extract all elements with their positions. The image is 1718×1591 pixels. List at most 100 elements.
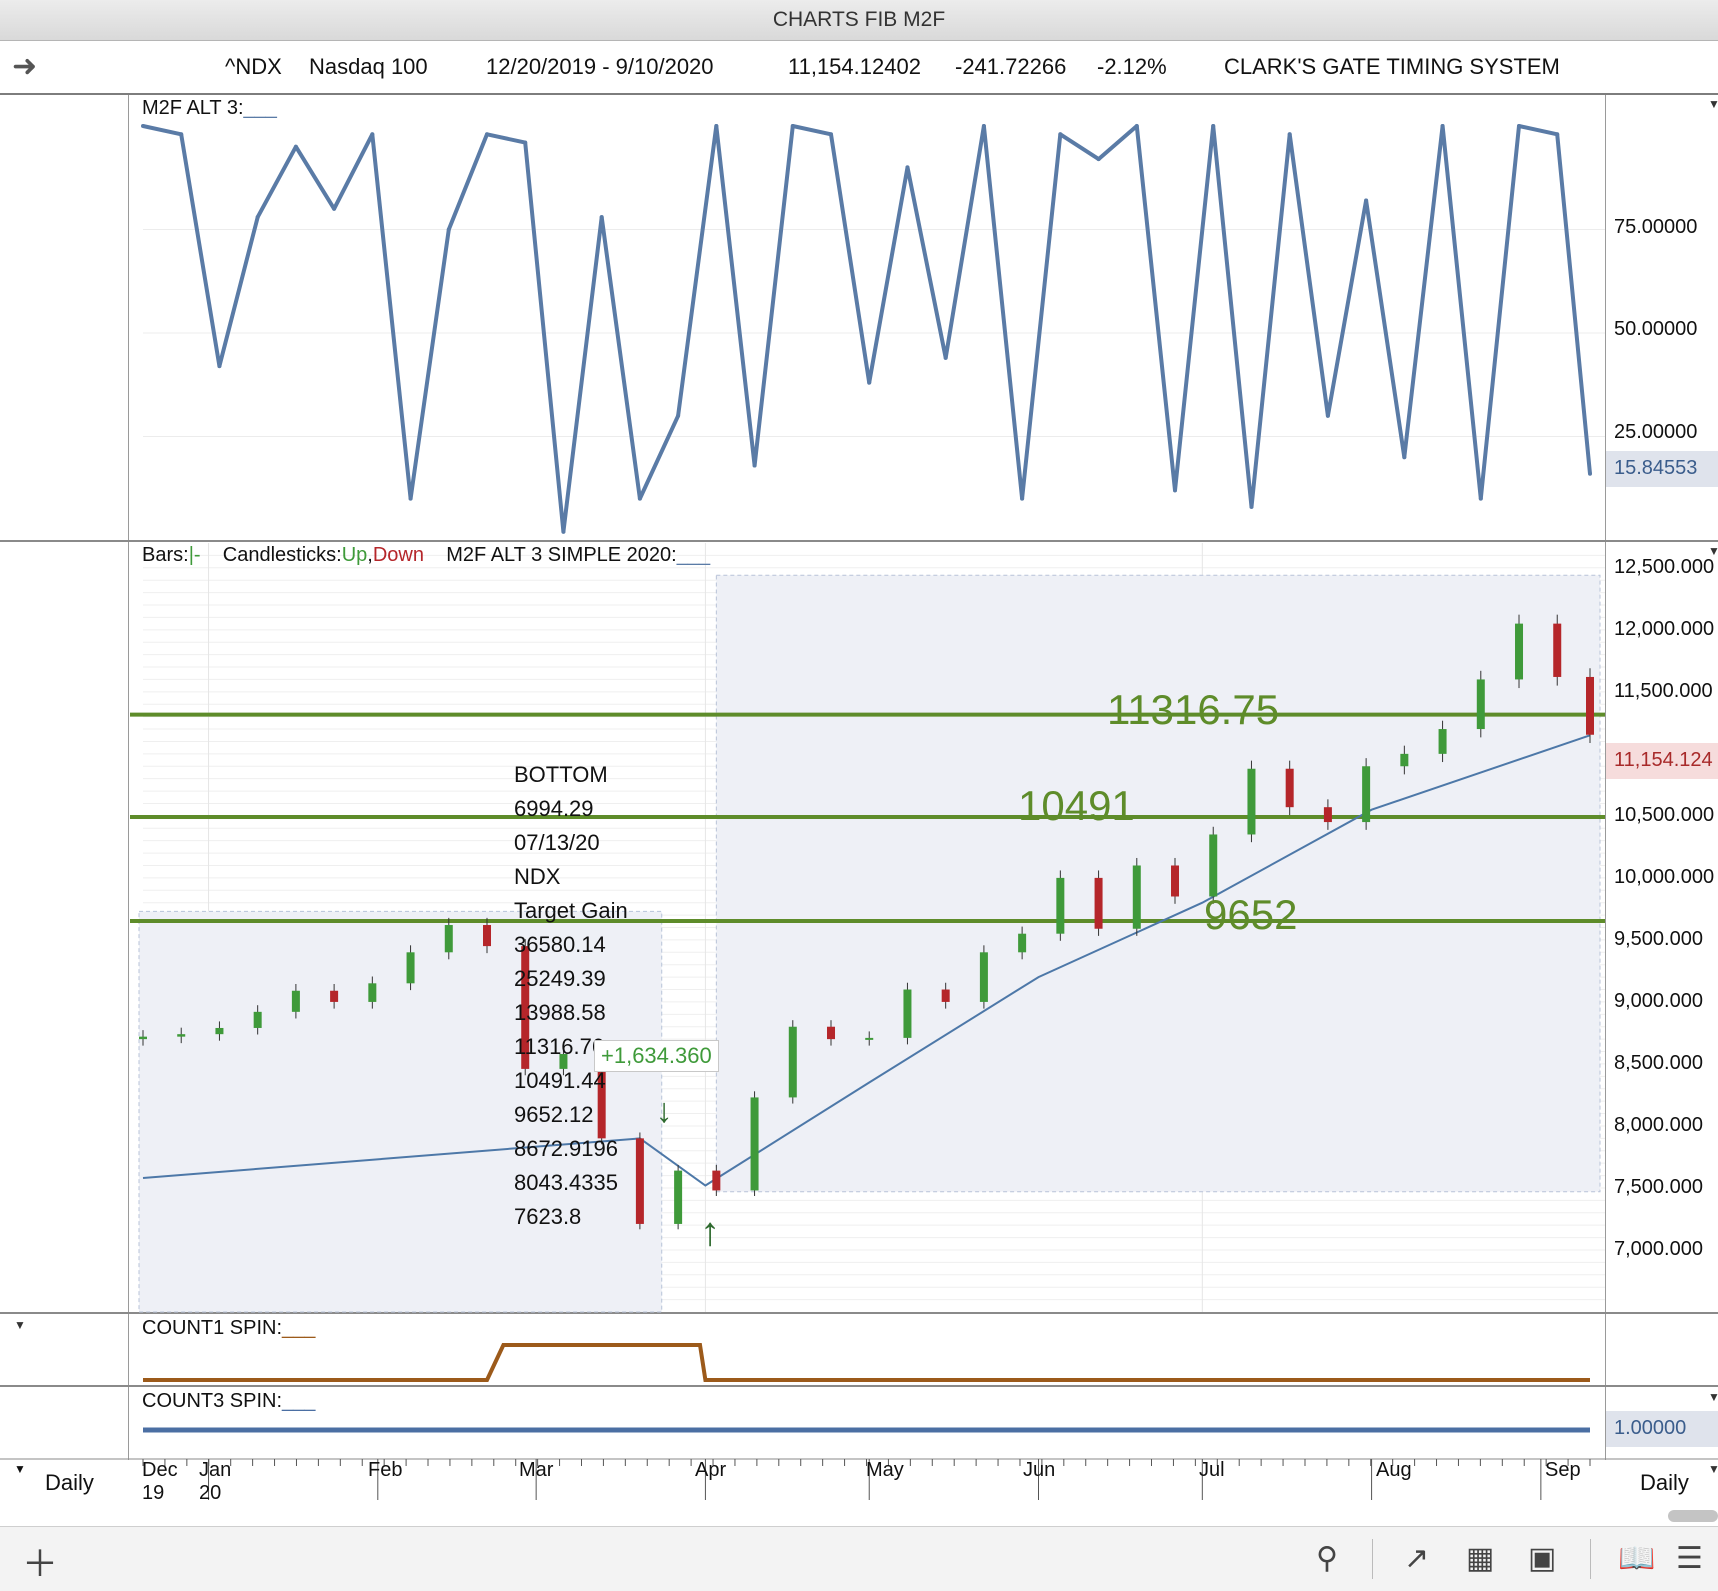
add-icon[interactable]: ＋ xyxy=(22,1543,59,1584)
candle-body xyxy=(712,1170,721,1191)
legend-candles: Candlesticks: xyxy=(222,544,342,566)
price-y-tick: 7,000.000 xyxy=(1614,1237,1703,1260)
toolbar-divider xyxy=(1590,1539,1591,1579)
gain-label: +1,634.360 xyxy=(594,1040,719,1072)
symbol-ticker: ^NDX xyxy=(225,54,282,79)
osc-series-line xyxy=(142,124,1592,534)
osc-point xyxy=(1364,198,1369,203)
x-year-label: 19 xyxy=(142,1482,165,1504)
target-line: 9652.12 xyxy=(514,1102,594,1127)
moving-average xyxy=(142,734,1591,1187)
candle-body xyxy=(865,1037,874,1040)
price-y-tick: 12,500.000 xyxy=(1614,555,1715,578)
candle-body xyxy=(444,925,453,953)
horizontal-scrollbar[interactable] xyxy=(1668,1510,1718,1522)
symbol-name: Nasdaq 100 xyxy=(309,54,428,79)
candle-body xyxy=(903,989,912,1038)
x-month-label: Feb xyxy=(368,1459,403,1481)
list-icon[interactable]: ☰ xyxy=(1676,1542,1703,1575)
candle-body xyxy=(788,1026,797,1098)
osc-menu-icon[interactable]: ▼ xyxy=(1708,97,1718,111)
osc-point xyxy=(676,413,681,418)
osc-point xyxy=(714,124,719,128)
candle-body xyxy=(827,1026,836,1040)
panel-icon[interactable]: ▣ xyxy=(1528,1542,1557,1575)
osc-point xyxy=(561,529,566,534)
last-price: 11,154.12402 xyxy=(788,54,921,79)
candle-body xyxy=(330,990,339,1002)
chart-line-icon[interactable]: ↗ xyxy=(1404,1542,1430,1575)
candle-body xyxy=(635,1138,644,1224)
up-arrow-marker: ↑ xyxy=(700,1210,720,1254)
candle-body xyxy=(253,1011,262,1028)
current-range-shade xyxy=(715,574,1601,1193)
price-panel-legend: Bars:|- Candlesticks:Up,Down M2F ALT 3 S… xyxy=(142,544,711,566)
x-month-label: Jul xyxy=(1199,1459,1225,1481)
target-line: BOTTOM xyxy=(514,762,608,787)
osc-point xyxy=(179,132,184,137)
osc-panel-label: M2F ALT 3:___ xyxy=(142,97,277,119)
price-menu-icon[interactable]: ▼ xyxy=(1708,544,1718,558)
x-month-label: Mar xyxy=(519,1459,554,1481)
x-year-label: 20 xyxy=(199,1482,222,1504)
candle-body xyxy=(674,1170,683,1224)
price-y-tick: 7,500.000 xyxy=(1614,1175,1703,1198)
legend-sep: , xyxy=(367,544,373,566)
chart-canvas[interactable]: ↓ ↑ xyxy=(0,0,1718,1526)
left-gutter xyxy=(0,95,129,1460)
candle-body xyxy=(750,1097,759,1191)
window-title: CHARTS FIB M2F xyxy=(772,8,946,31)
candle-body xyxy=(521,946,530,1069)
osc-point xyxy=(1096,157,1101,162)
grid-icon[interactable]: ▦ xyxy=(1466,1542,1495,1575)
candle-body xyxy=(1209,834,1218,897)
price-y-tick: 8,000.000 xyxy=(1614,1113,1703,1136)
target-line: 07/13/20 xyxy=(514,830,600,855)
price-current-badge: 11,154.124 xyxy=(1606,743,1718,779)
count1-collapse-icon[interactable]: ▼ xyxy=(14,1318,26,1332)
x-month-label: Aug xyxy=(1376,1459,1412,1481)
price-y-tick: 9,000.000 xyxy=(1614,989,1703,1012)
osc-point xyxy=(1478,496,1483,501)
candle-body xyxy=(368,983,377,1002)
book-icon[interactable]: 📖 xyxy=(1618,1542,1656,1575)
legend-up: Up xyxy=(341,544,368,566)
count3-menu-icon[interactable]: ▼ xyxy=(1708,1390,1718,1404)
search-icon[interactable]: ⚲ xyxy=(1316,1542,1338,1575)
count1-label-text: COUNT1 SPIN: xyxy=(142,1317,283,1339)
ma-series-line xyxy=(142,734,1591,1187)
x-month-label: Dec xyxy=(142,1459,178,1481)
osc-point xyxy=(1211,124,1216,128)
osc-ytick-25: 25.00000 xyxy=(1614,421,1698,443)
price-y-tick: 10,000.000 xyxy=(1614,865,1715,888)
candle-body xyxy=(1018,933,1027,953)
period-right[interactable]: Daily xyxy=(1640,1470,1689,1495)
price-change: -241.72266 xyxy=(955,54,1067,79)
candle-body xyxy=(1094,877,1103,929)
candle-body xyxy=(559,1054,568,1069)
candle-body xyxy=(1285,768,1294,808)
osc-point xyxy=(599,215,604,220)
candle-body xyxy=(1515,623,1524,680)
osc-point xyxy=(1058,132,1063,137)
osc-point xyxy=(1402,455,1407,460)
target-line: 7623.8 xyxy=(514,1204,582,1229)
candle-body xyxy=(597,1054,606,1139)
osc-point xyxy=(485,132,490,137)
osc-point xyxy=(1440,124,1445,128)
target-line: 25249.39 xyxy=(514,966,606,991)
osc-point xyxy=(293,144,298,149)
osc-point xyxy=(637,496,642,501)
period-left[interactable]: Daily xyxy=(45,1470,94,1495)
osc-point xyxy=(905,165,910,170)
target-line: 11316.76 xyxy=(514,1034,605,1059)
osc-point xyxy=(1325,413,1330,418)
fib-label-3: 9652 xyxy=(1204,891,1298,938)
count3-current-value: 1.00000 xyxy=(1614,1417,1687,1439)
osc-point xyxy=(523,140,528,145)
target-line: 8043.4335 xyxy=(514,1170,618,1195)
period-right-menu-icon[interactable]: ▼ xyxy=(1708,1462,1718,1476)
osc-point xyxy=(752,463,757,468)
forward-arrow-icon[interactable]: ➜ xyxy=(12,50,38,83)
period-menu-icon[interactable]: ▼ xyxy=(14,1462,26,1476)
